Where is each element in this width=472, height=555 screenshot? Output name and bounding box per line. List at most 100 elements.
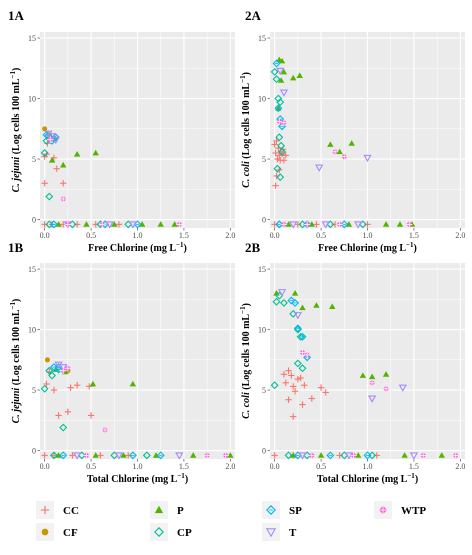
point-p [278, 57, 286, 64]
point-cc [64, 408, 72, 416]
point-t [51, 136, 60, 144]
point-t [398, 384, 407, 392]
point-cc [69, 452, 76, 459]
point-wtp [60, 195, 67, 203]
point-cc [67, 384, 74, 391]
point-cp [293, 359, 302, 368]
point-sp [49, 363, 58, 372]
point-sp [156, 451, 165, 460]
point-sp [293, 324, 302, 333]
legend-item-sp: SP [262, 501, 302, 519]
legend-marker-p [154, 505, 164, 514]
point-p [277, 77, 285, 83]
point-wtp [331, 148, 339, 155]
gridlines-1b [40, 263, 235, 459]
point-cc [291, 388, 299, 395]
point-wtp [280, 119, 288, 126]
gridlines-2b [270, 263, 465, 459]
point-p [171, 221, 178, 227]
point-cp [298, 364, 307, 373]
y-axis-title-1a: C. jejuni (Log cells 100 mL−1) [9, 68, 22, 193]
point-cp [293, 325, 302, 334]
x-tick-label-2b: 0.0 [270, 462, 280, 471]
y-tick-label-2b: 5 [262, 386, 266, 395]
point-p [313, 302, 320, 308]
point-p [336, 148, 343, 155]
point-p [89, 380, 97, 387]
point-t [363, 154, 372, 163]
point-cp [270, 67, 279, 76]
data-points-1a [40, 126, 183, 229]
point-sp [340, 220, 349, 229]
point-t [293, 312, 303, 320]
point-p [48, 157, 56, 163]
point-wtp [452, 452, 459, 459]
point-cp [270, 381, 279, 390]
point-cp [274, 94, 283, 103]
legend-item-cc: CC [36, 501, 79, 519]
point-sp [326, 451, 335, 460]
x-tick-label-2b: 1.5 [409, 462, 419, 471]
y-tick-label-1b: 10 [28, 326, 36, 335]
point-cp [45, 192, 54, 201]
point-t [321, 221, 330, 229]
point-cc [53, 165, 60, 172]
point-wtp [406, 221, 413, 228]
point-wtp [350, 452, 357, 459]
point-p [285, 221, 292, 227]
point-cc [274, 155, 281, 163]
x-axis-title-1a: Free Chlorine (mg L−1) [88, 241, 187, 254]
point-p [190, 452, 197, 458]
point-p [359, 372, 367, 378]
legend-item-cp: CP [150, 523, 192, 541]
point-p [355, 452, 362, 458]
point-p [157, 221, 164, 227]
point-p [327, 141, 334, 147]
x-tick-label-2b: 0.5 [316, 462, 326, 471]
panel-2a: 2A 0.0 0.5 1.0 1.5 2.0 0 5 10 15 Free Chlorine (mg… [239, 8, 465, 254]
point-sp [363, 451, 372, 460]
point-cp [276, 98, 285, 107]
point-cc [272, 149, 279, 157]
legend-item-wtp: WTP [374, 501, 426, 519]
point-cc [115, 221, 123, 228]
point-cp [40, 149, 49, 157]
point-p [317, 452, 325, 458]
point-wtp [382, 385, 390, 393]
point-cc [43, 380, 50, 388]
point-p [401, 452, 408, 458]
point-p [280, 68, 288, 75]
y-tick-label-2a: 5 [262, 155, 266, 164]
point-wtp [303, 351, 311, 359]
legend-label: T [289, 527, 297, 539]
legend-marker-cp [154, 527, 164, 537]
point-t [59, 364, 68, 372]
point-wtp [276, 118, 283, 125]
point-p [92, 452, 99, 458]
point-p [291, 290, 299, 296]
point-sp [128, 451, 137, 460]
panel-2b: 2B 0.0 0.5 1.0 1.5 2.0 0 5 10 15 Total Chlorine (m… [239, 240, 465, 485]
point-t [279, 89, 289, 97]
data-points-2a [270, 56, 416, 229]
point-cc [282, 379, 289, 386]
point-sp [298, 332, 307, 341]
legend-key-background [262, 523, 280, 541]
point-t [276, 67, 285, 76]
x-tick-label-2b: 2.0 [455, 462, 465, 471]
x-tick-label-1a: 2.0 [225, 231, 235, 240]
point-p [111, 221, 118, 227]
point-t [354, 221, 363, 229]
point-p [382, 221, 390, 227]
point-p [55, 452, 62, 458]
point-t [72, 452, 82, 460]
gridlines-1a [40, 32, 235, 228]
point-p [55, 221, 62, 227]
x-tick-label-1b: 1.0 [133, 462, 143, 471]
point-cc [271, 141, 278, 148]
legend-item-t: T [262, 523, 297, 541]
point-sp [287, 296, 296, 305]
point-cc [313, 221, 320, 228]
point-wtp [99, 221, 106, 228]
point-cp [278, 147, 287, 156]
